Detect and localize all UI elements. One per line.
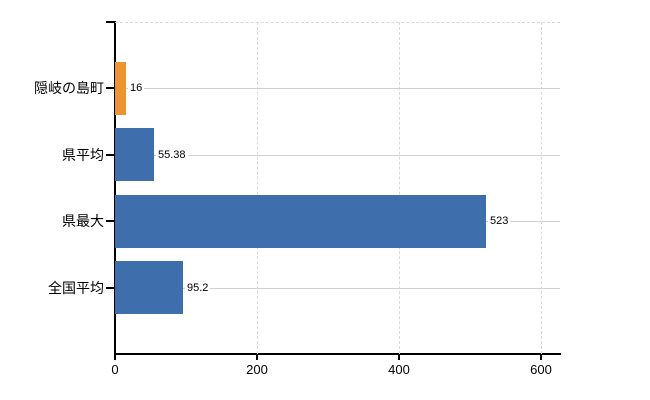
category-gridline xyxy=(115,88,560,89)
y-axis-line xyxy=(114,21,116,355)
category-label: 県平均 xyxy=(62,147,104,163)
bar-1 xyxy=(115,62,126,115)
value-label: 55.38 xyxy=(156,148,188,162)
bar-4 xyxy=(115,261,183,314)
plot-top-border xyxy=(115,22,560,23)
value-label: 95.2 xyxy=(185,281,211,295)
y-axis-tick xyxy=(106,154,115,156)
x-tick-label: 0 xyxy=(111,362,119,377)
x-tick-label: 200 xyxy=(246,362,268,377)
category-label: 全国平均 xyxy=(48,280,104,296)
category-gridline xyxy=(115,288,560,289)
y-axis-tick xyxy=(106,87,115,89)
x-axis-line xyxy=(114,353,561,355)
vertical-gridline xyxy=(256,22,258,354)
y-axis-tick xyxy=(106,287,115,289)
y-axis-top-tick xyxy=(106,21,115,23)
bar-3 xyxy=(115,195,486,248)
x-axis-tick xyxy=(398,355,400,360)
category-label: 県最大 xyxy=(62,213,104,229)
value-label: 16 xyxy=(128,81,145,95)
value-label: 523 xyxy=(488,214,511,228)
category-gridline xyxy=(115,155,560,156)
x-axis-tick xyxy=(256,355,258,360)
x-axis-tick xyxy=(540,355,542,360)
category-label: 隠岐の島町 xyxy=(34,80,104,96)
x-tick-label: 400 xyxy=(388,362,410,377)
bar-2 xyxy=(115,128,154,181)
vertical-gridline xyxy=(398,22,400,354)
x-tick-label: 600 xyxy=(530,362,552,377)
y-axis-tick xyxy=(106,220,115,222)
vertical-gridline xyxy=(540,22,542,354)
x-axis-tick xyxy=(114,355,116,360)
